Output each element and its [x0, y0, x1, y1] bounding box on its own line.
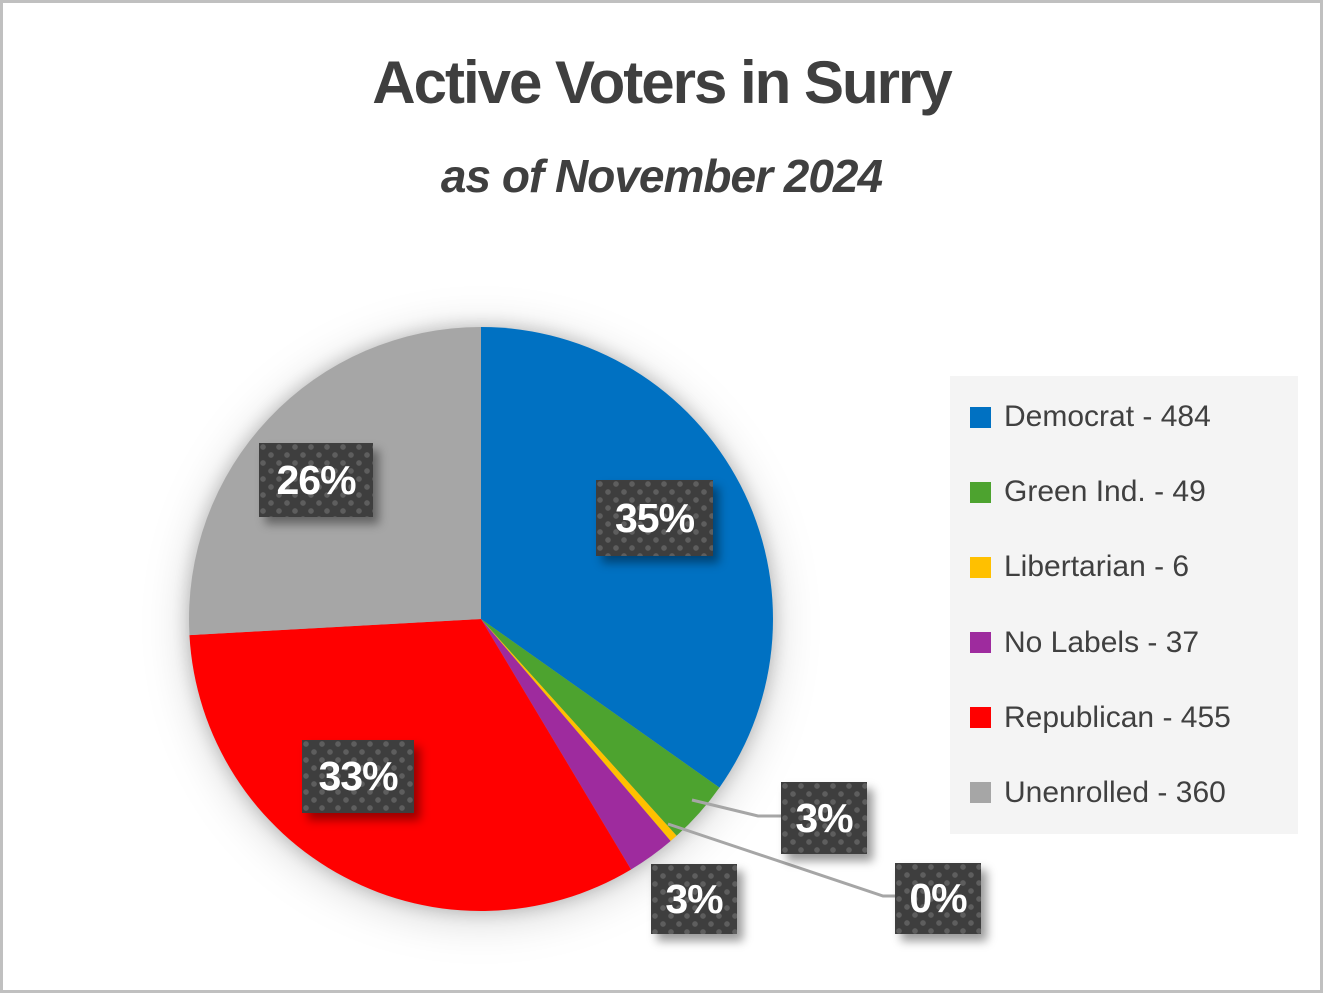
pie-slice-green-ind	[481, 619, 720, 836]
legend-item-republican: Republican - 455	[970, 700, 1288, 734]
legend-item-label: Unenrolled - 360	[1004, 775, 1226, 809]
legend-item-label: Green Ind. - 49	[1004, 475, 1206, 509]
chart-subtitle: as of November 2024	[440, 150, 883, 202]
pie-label-green-ind: 3%	[781, 782, 867, 854]
pie-label-republican: 33%	[302, 740, 414, 813]
legend-item-label: No Labels - 37	[1004, 625, 1200, 659]
legend-swatch	[970, 782, 991, 804]
pie-chart	[189, 327, 773, 911]
chart-title: Active Voters in Surry	[372, 49, 952, 116]
legend-swatch	[970, 707, 991, 729]
legend-swatch	[970, 406, 991, 428]
legend-item-unenrolled: Unenrolled - 360	[970, 775, 1288, 809]
legend-swatch	[970, 632, 991, 654]
legend-item-no-labels: No Labels - 37	[970, 625, 1288, 659]
legend-swatch	[970, 481, 991, 503]
pie-label-libertarian: 0%	[895, 863, 981, 934]
legend-item-label: Democrat - 484	[1004, 400, 1211, 433]
legend-item-green-ind: Green Ind. - 49	[970, 477, 1288, 507]
legend-item-label: Republican - 455	[1004, 700, 1231, 734]
pie-slice-democrat	[481, 327, 773, 788]
pie-label-no-labels: 3%	[651, 864, 737, 934]
legend-item-democrat: Democrat - 484	[970, 402, 1288, 432]
legend: Democrat - 484 Green Ind. - 49 Libertari…	[950, 376, 1298, 834]
pie-label-democrat: 35%	[596, 480, 713, 556]
legend-item-libertarian: Libertarian - 6	[970, 552, 1288, 582]
pie-slice-no-labels	[481, 619, 671, 870]
pie-slice-libertarian	[481, 619, 677, 842]
legend-swatch	[970, 556, 991, 578]
legend-item-label: Libertarian - 6	[1004, 550, 1190, 584]
pie-label-unenrolled: 26%	[259, 443, 373, 517]
